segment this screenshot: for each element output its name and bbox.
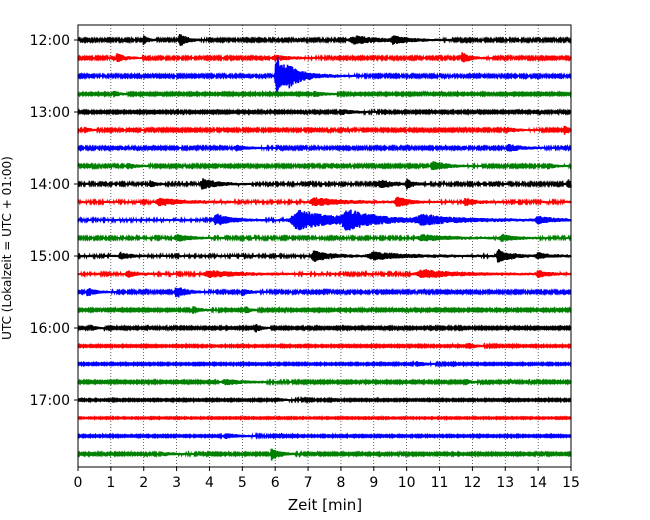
trace-1630 [77, 360, 572, 368]
x-tick-label-0: 0 [74, 475, 83, 491]
trace-1445 [77, 233, 572, 243]
x-axis-label: Zeit [min] [288, 496, 362, 514]
trace-1430 [77, 209, 572, 231]
y-tick-label-1300: 13:00 [30, 105, 70, 121]
seismic-traces [77, 33, 572, 461]
x-tick-label-8: 8 [336, 475, 345, 491]
trace-1230 [77, 57, 572, 95]
trace-1515 [77, 269, 572, 279]
trace-1415 [77, 196, 572, 207]
x-tick-label-6: 6 [271, 475, 280, 491]
x-tick-label-3: 3 [172, 475, 181, 491]
trace-1400 [77, 178, 572, 190]
trace-1730 [77, 432, 572, 440]
trace-1315 [77, 125, 572, 135]
trace-1345 [77, 161, 572, 171]
x-tick-label-7: 7 [304, 475, 313, 491]
trace-1645 [77, 377, 572, 386]
y-axis-ticks: 12:00 13:00 14:00 15:00 16:00 17:00 [30, 33, 78, 409]
y-tick-label-1500: 15:00 [30, 249, 70, 265]
y-tick-label-1600: 16:00 [30, 321, 70, 337]
trace-1530 [77, 287, 572, 298]
trace-1500 [77, 249, 572, 263]
trace-1700 [77, 396, 572, 404]
y-tick-label-1200: 12:00 [30, 33, 70, 49]
x-tick-label-2: 2 [139, 475, 148, 491]
y-tick-label-1700: 17:00 [30, 393, 70, 409]
trace-1245 [77, 89, 572, 99]
x-tick-label-9: 9 [369, 475, 378, 491]
x-tick-label-5: 5 [238, 475, 247, 491]
trace-1615 [77, 342, 572, 350]
y-axis-label: UTC (Lokalzeit = UTC + 01:00) [0, 156, 14, 340]
x-tick-label-10: 10 [398, 475, 416, 491]
x-axis-ticks: 0 1 2 3 4 5 6 7 8 9 10 11 12 13 14 15 [74, 467, 580, 491]
x-tick-label-13: 13 [496, 475, 514, 491]
trace-1715 [77, 414, 572, 422]
y-tick-label-1400: 14:00 [30, 177, 70, 193]
x-tick-label-4: 4 [205, 475, 214, 491]
x-tick-label-12: 12 [463, 475, 481, 491]
trace-1215 [77, 52, 572, 63]
x-tick-label-14: 14 [529, 475, 547, 491]
trace-1300 [77, 107, 572, 116]
trace-1200 [77, 33, 572, 46]
x-tick-label-11: 11 [431, 475, 449, 491]
plot-frame [77, 24, 572, 468]
trace-1745 [77, 448, 572, 461]
trace-1600 [77, 323, 572, 333]
trace-1330 [77, 143, 572, 153]
x-tick-label-1: 1 [106, 475, 115, 491]
x-tick-label-15: 15 [562, 475, 580, 491]
trace-1545 [77, 305, 572, 315]
